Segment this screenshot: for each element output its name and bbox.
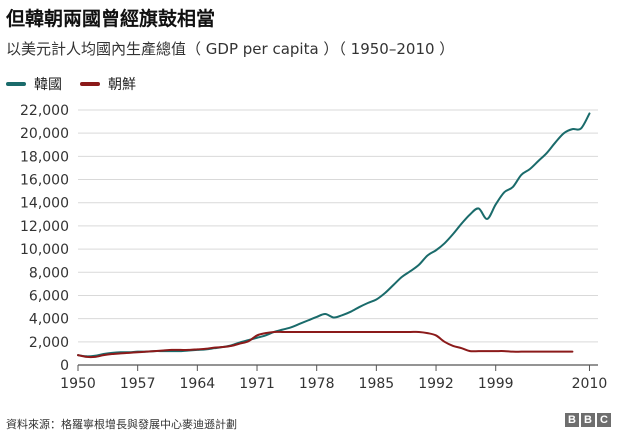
chart-subtitle: 以美元計人均國內生產總值（ GDP per capita ）（ 1950–201…	[6, 40, 455, 58]
logo-letter: B	[565, 413, 579, 427]
y-axis-ticks: 0 2,000 4,000 6,000 8,000 10,000 12,000 14,000 1…	[20, 103, 69, 374]
legend-swatch-north-korea	[80, 82, 100, 86]
y-tick-label: 20,000	[20, 126, 69, 142]
y-tick-label: 12,000	[20, 219, 69, 235]
x-tick-label: 2010	[572, 376, 608, 392]
legend: 韓國 朝鮮	[6, 74, 154, 94]
chart-title: 但韓朝兩國曾經旗鼓相當	[6, 8, 216, 30]
y-tick-label: 0	[60, 358, 69, 374]
gridlines	[78, 109, 598, 366]
series-line-south-korea	[77, 112, 591, 358]
y-tick-label: 18,000	[20, 149, 69, 165]
source-note: 資料來源：格羅寧根增長與發展中心麥迪遜計劃	[6, 418, 237, 431]
bbc-logo: B B C	[565, 413, 611, 427]
x-tick-label: 1957	[120, 376, 156, 392]
x-tick-label: 1985	[359, 376, 395, 392]
y-tick-label: 14,000	[20, 196, 69, 212]
y-tick-label: 10,000	[20, 242, 69, 258]
legend-item-north-korea: 朝鮮	[80, 74, 136, 94]
legend-swatch-south-korea	[6, 82, 26, 86]
logo-letter: B	[581, 413, 595, 427]
y-tick-label: 8,000	[29, 265, 69, 281]
x-tick-label: 1999	[478, 376, 514, 392]
legend-item-south-korea: 韓國	[6, 74, 62, 94]
y-tick-label: 2,000	[29, 335, 69, 351]
legend-label-north-korea: 朝鮮	[108, 77, 136, 93]
y-tick-label: 22,000	[20, 103, 69, 119]
y-tick-label: 6,000	[29, 288, 69, 304]
x-tick-label: 1978	[299, 376, 335, 392]
x-tick-label: 1950	[60, 376, 96, 392]
x-tick-label: 1992	[418, 376, 454, 392]
y-tick-label: 16,000	[20, 173, 69, 189]
legend-label-south-korea: 韓國	[34, 77, 62, 93]
x-axis-ticks: 1950 1957 1964 1971 1978 1985 1992 1999 2010	[60, 365, 607, 392]
y-tick-label: 4,000	[29, 312, 69, 328]
series-lines	[77, 112, 591, 359]
logo-letter: C	[597, 413, 611, 427]
x-tick-label: 1971	[239, 376, 275, 392]
line-chart: 0 2,000 4,000 6,000 8,000 10,000 12,000 14,000 1…	[20, 103, 607, 392]
series-line-north-korea	[77, 330, 574, 359]
x-tick-label: 1964	[180, 376, 216, 392]
